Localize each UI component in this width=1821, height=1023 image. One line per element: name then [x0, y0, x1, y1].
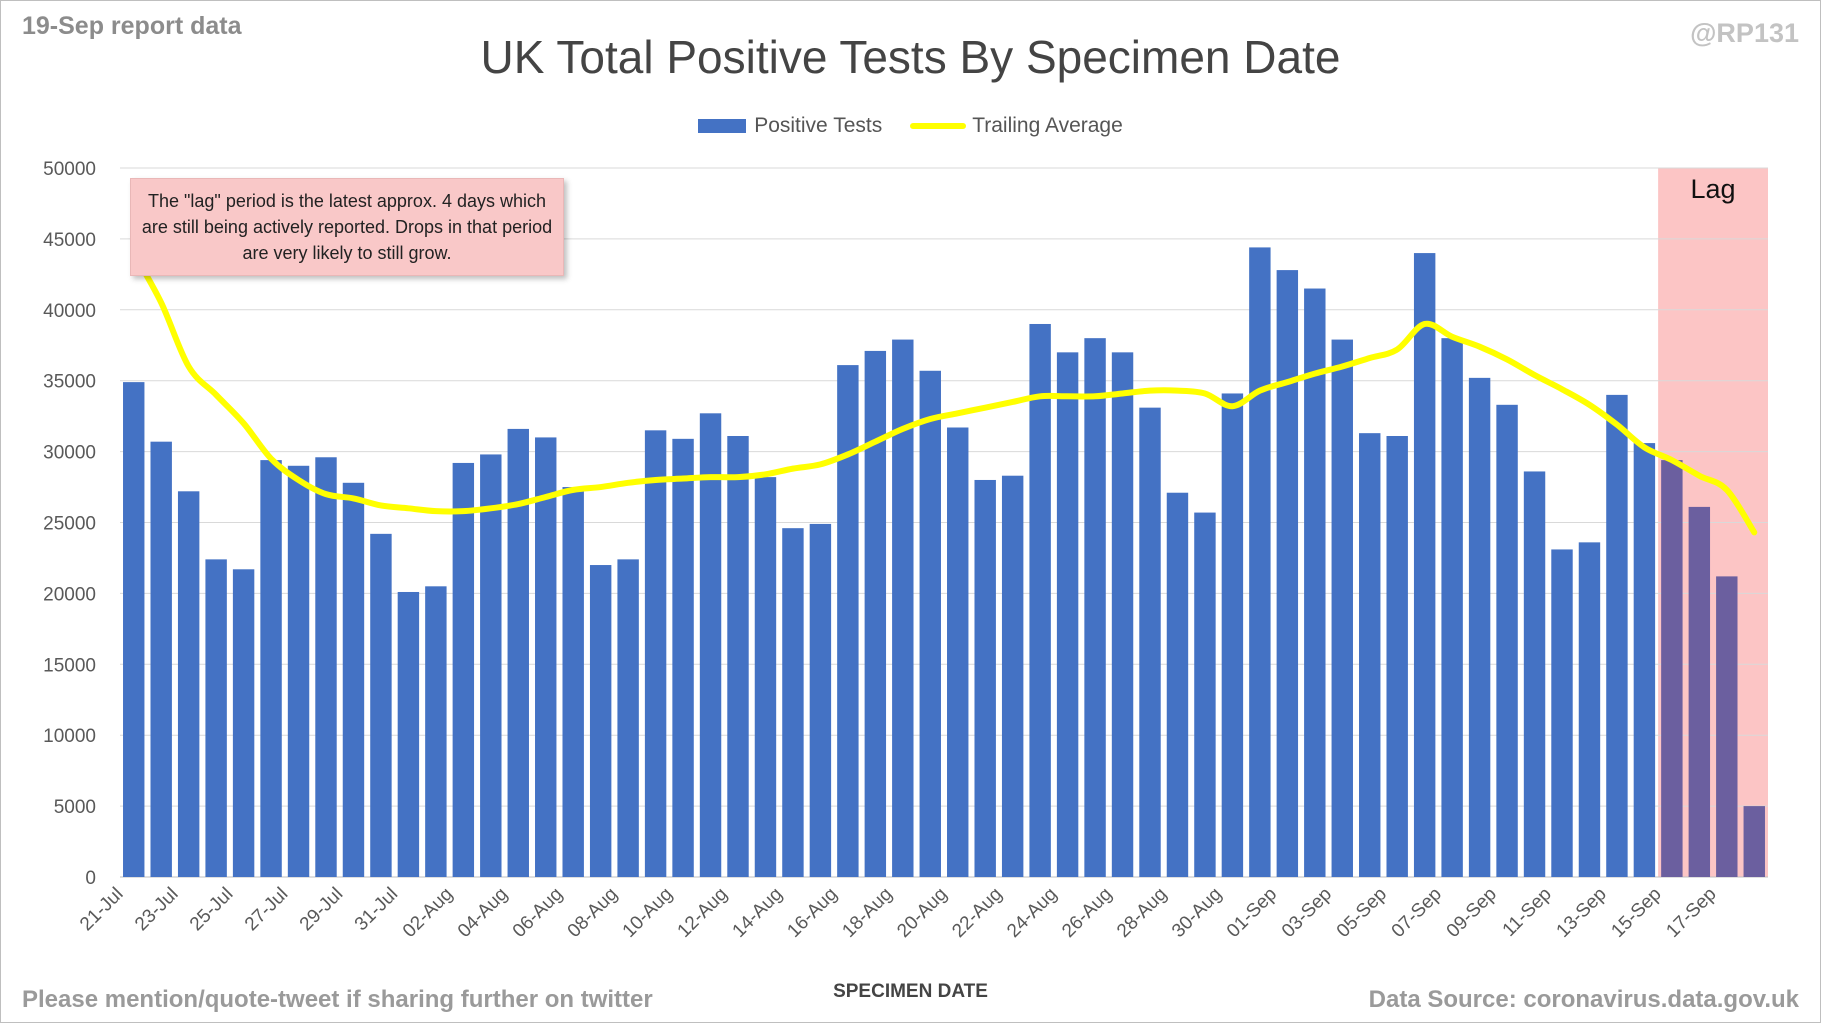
- legend-label-positive-tests: Positive Tests: [754, 114, 883, 137]
- lag-explanation-note: The "lag" period is the latest approx. 4…: [130, 178, 564, 276]
- bar-positive-tests: [1111, 352, 1134, 878]
- bar-positive-tests: [1084, 338, 1106, 877]
- bar-positive-tests: [370, 533, 392, 877]
- bar-positive-tests: [425, 586, 447, 877]
- bar-positive-tests: [644, 430, 667, 877]
- report-date-label: 19-Sep report data: [22, 12, 242, 40]
- bar-positive-tests: [1276, 270, 1299, 877]
- bar-positive-tests: [754, 477, 777, 877]
- bar-positive-tests: [974, 479, 996, 877]
- bar-positive-tests: [1441, 338, 1463, 877]
- bar-positive-tests: [177, 491, 200, 877]
- bar-positive-tests: [864, 350, 887, 877]
- bar-positive-tests: [260, 460, 282, 877]
- bar-positive-tests: [1578, 542, 1601, 877]
- bar-positive-tests: [1029, 323, 1051, 878]
- bar-positive-tests: [782, 528, 804, 877]
- bar-positive-tests: [562, 487, 584, 877]
- bar-positive-tests: [452, 462, 475, 877]
- chart-legend: Positive Tests Trailing Average: [0, 114, 1821, 138]
- bar-positive-tests: [1221, 393, 1244, 877]
- bar-positive-tests: [1249, 247, 1271, 877]
- bar-positive-tests: [1468, 377, 1491, 877]
- bar-positive-tests: [1606, 394, 1628, 877]
- bar-positive-tests: [1496, 404, 1518, 877]
- bar-positive-tests: [919, 370, 941, 877]
- y-tick-label: 45000: [43, 230, 96, 251]
- bar-positive-tests: [150, 441, 172, 877]
- data-source-footer: Data Source: coronavirus.data.gov.uk: [1368, 986, 1799, 1013]
- bar-positive-tests: [727, 436, 749, 877]
- author-handle: @RP131: [1690, 18, 1799, 48]
- y-tick-label: 40000: [43, 301, 96, 322]
- bar-positive-tests: [1716, 576, 1738, 877]
- bar-positive-tests: [1413, 253, 1436, 877]
- y-tick-label: 20000: [43, 584, 96, 605]
- bar-positive-tests: [123, 382, 145, 877]
- bar-positive-tests: [1056, 352, 1079, 878]
- bar-positive-tests: [1331, 339, 1353, 877]
- bar-positive-tests: [1688, 506, 1711, 877]
- bar-positive-tests: [699, 413, 722, 877]
- legend-label-trailing-average: Trailing Average: [972, 114, 1123, 137]
- bar-positive-tests: [205, 559, 227, 877]
- bar-positive-tests: [315, 457, 337, 877]
- y-tick-label: 0: [85, 868, 96, 889]
- legend-item-positive-tests: Positive Tests: [698, 114, 882, 138]
- bar-positive-tests: [672, 438, 694, 877]
- bar-positive-tests: [1661, 460, 1683, 877]
- bar-positive-tests: [589, 565, 612, 877]
- bar-positive-tests: [1001, 475, 1024, 877]
- bar-positive-tests: [1386, 436, 1408, 877]
- trailing-average-line: [130, 250, 1758, 536]
- legend-bar-swatch: [698, 119, 747, 133]
- bar-positive-tests: [397, 591, 420, 877]
- bar-positive-tests: [1523, 471, 1546, 877]
- bar-positive-tests: [947, 427, 969, 877]
- y-tick-label: 25000: [43, 514, 96, 535]
- bar-positive-tests: [1139, 407, 1161, 877]
- share-request-footer: Please mention/quote-tweet if sharing fu…: [22, 986, 653, 1013]
- bar-positive-tests: [1166, 492, 1189, 877]
- bar-positive-tests: [342, 482, 365, 877]
- y-tick-label: 35000: [43, 372, 96, 393]
- bar-positive-tests: [809, 523, 832, 877]
- y-tick-label: 30000: [43, 443, 96, 464]
- bar-positive-tests: [1743, 806, 1765, 877]
- y-tick-label: 5000: [54, 797, 96, 818]
- y-tick-label: 10000: [43, 726, 96, 747]
- bar-positive-tests: [1551, 549, 1573, 877]
- lag-region-label: Lag: [1690, 174, 1735, 204]
- y-tick-label: 50000: [43, 159, 96, 180]
- bar-positive-tests: [1359, 433, 1381, 877]
- bar-positive-tests: [480, 454, 502, 877]
- bar-positive-tests: [1633, 443, 1656, 877]
- chart-title: UK Total Positive Tests By Specimen Date: [480, 31, 1341, 83]
- bar-positive-tests: [837, 365, 859, 877]
- bar-positive-tests: [1304, 288, 1326, 877]
- bar-positive-tests: [287, 465, 310, 877]
- bar-positive-tests: [892, 339, 914, 877]
- bar-positive-tests: [507, 428, 529, 877]
- bar-positive-tests: [1194, 512, 1216, 877]
- bar-positive-tests: [535, 437, 557, 877]
- x-axis-title: SPECIMEN DATE: [833, 981, 988, 1002]
- y-tick-label: 15000: [43, 655, 96, 676]
- legend-item-trailing-average: Trailing Average: [910, 114, 1123, 138]
- legend-line-swatch: [910, 123, 967, 129]
- bar-positive-tests: [232, 569, 255, 877]
- bar-positive-tests: [617, 559, 639, 877]
